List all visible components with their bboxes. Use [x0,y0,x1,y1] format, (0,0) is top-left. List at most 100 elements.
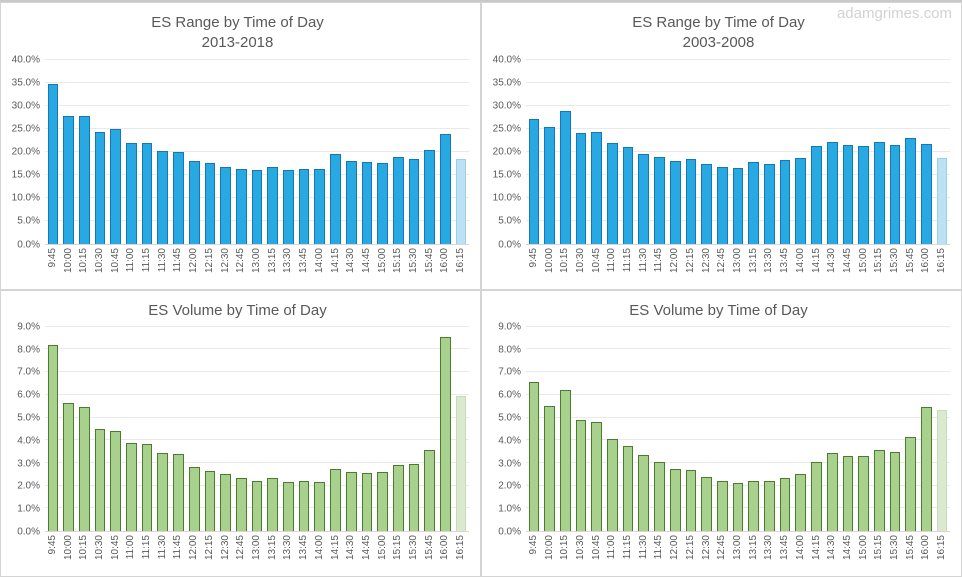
x-tick: 13:00 [730,535,746,574]
x-tick-label: 14:00 [313,247,325,273]
bar-14:15 [811,145,822,244]
x-tick: 10:45 [589,248,605,287]
x-tick: 11:30 [155,248,171,287]
x-tick: 15:45 [422,248,438,287]
bar-slot [542,327,558,531]
bar-16:15 [936,157,948,244]
bar-slot [557,60,573,244]
x-tick: 12:45 [233,535,249,574]
bar-13:45 [298,168,310,244]
x-tick: 11:45 [652,248,668,287]
bar-13:30 [283,482,294,531]
bar-slot [375,327,391,531]
y-axis: 40.0% 35.0% 30.0% 25.0% 20.0% 15.0% 10.0% 5.0% 0… [3,54,45,287]
bar-11:30 [157,452,169,531]
x-tick: 12:00 [186,535,202,574]
x-tick-label: 12:00 [188,247,200,273]
bar-14:30 [826,452,838,531]
bar-slot [296,60,312,244]
x-tick: 11:00 [124,248,140,287]
bar-slot [171,327,187,531]
x-tick-label: 11:30 [156,247,168,272]
gridline [526,104,950,106]
gridline [526,150,950,152]
bar-10:00 [544,406,555,531]
bar-12:00 [669,468,681,531]
x-tick-label: 11:30 [156,535,168,560]
bar-slot [683,327,699,531]
x-tick-label: 15:00 [376,247,388,273]
bar-slot [526,327,542,531]
bar-14:00 [314,169,326,244]
x-tick: 15:30 [406,248,422,287]
gridline [45,416,469,418]
x-tick-label: 9:45 [527,247,539,267]
bar-10:00 [63,402,74,531]
bar-14:15 [330,154,341,244]
x-tick: 12:15 [202,535,218,574]
x-tick-label: 11:15 [622,535,634,560]
bar-12:15 [204,163,216,244]
y-tick-label: 5.0% [17,412,40,424]
bar-slot [202,60,218,244]
x-tick-label: 13:45 [779,247,791,273]
bar-15:00 [377,472,388,531]
bar-slot [453,60,469,244]
x-tick-label: 10:00 [543,535,555,561]
bar-12:15 [685,158,697,244]
title-block: ES Volume by Time of Day [484,297,953,321]
x-tick-label: 11:15 [141,247,153,272]
x-tick-label: 12:15 [684,535,696,561]
x-tick: 10:15 [557,535,573,574]
bar-12:00 [188,467,200,531]
bar-slot [762,60,778,244]
x-tick-label: 14:45 [841,247,853,273]
bar-slot [683,60,699,244]
y-tick-label: 25.0% [492,123,521,135]
bar-slot [202,327,218,531]
x-tick-label: 10:15 [559,535,571,561]
x-tick: 15:45 [903,535,919,574]
x-tick: 15:00 [375,535,391,574]
bar-12:30 [701,476,712,531]
chart-panel-volume-right: ES Volume by Time of Day 9.0% 8.0% 7.0% 6.0… [481,289,962,577]
chart-subtitle: 2003-2008 [682,34,755,52]
x-tick-label: 14:45 [841,535,853,561]
y-tick-label: 0.0% [17,239,40,250]
x-tick-label: 15:30 [408,535,420,561]
x-tick: 13:45 [777,535,793,574]
bar-slot [714,60,730,244]
bar-slot [438,327,454,531]
bar-16:15 [455,395,467,531]
x-tick-label: 12:00 [669,247,681,273]
bar-slot [61,60,77,244]
bar-slot [777,60,793,244]
gridline [45,371,469,373]
y-tick-label: 10.0% [492,192,521,204]
bar-slot [746,60,762,244]
bar-11:45 [654,461,665,531]
bar-slot [108,60,124,244]
x-tick-label: 10:45 [109,535,121,561]
bar-slot [438,60,454,244]
x-tick-label: 11:00 [606,535,618,560]
x-tick-label: 11:15 [141,535,153,560]
bar-13:00 [251,481,263,531]
bar-slot [218,327,234,531]
bar-slot [422,327,438,531]
x-tick: 15:15 [390,248,406,287]
x-tick-label: 13:00 [250,535,262,561]
bar-13:00 [732,168,744,244]
bar-slot [139,327,155,531]
x-tick: 14:30 [824,248,840,287]
y-tick-label: 35.0% [492,77,521,89]
x-tick: 16:00 [438,535,454,574]
x-tick-label: 11:30 [637,535,649,560]
x-tick: 10:15 [76,535,92,574]
x-tick-label: 14:30 [826,247,838,273]
x-tick-label: 10:00 [62,535,74,561]
x-tick-label: 13:45 [779,535,791,561]
x-tick: 11:00 [124,535,140,574]
bar-slot [343,60,359,244]
bar-slot [605,327,621,531]
